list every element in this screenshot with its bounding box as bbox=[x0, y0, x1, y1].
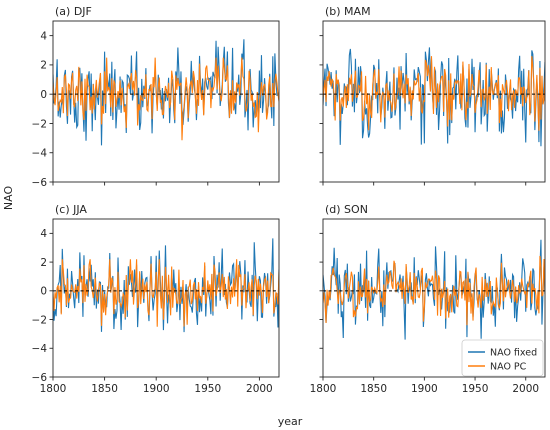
x-axis-label: year bbox=[278, 415, 303, 428]
panel-1: −6 −4 −2 0 2 4 (a) DJF bbox=[32, 5, 280, 189]
series-nao-pc bbox=[323, 56, 545, 131]
x-tick-label: 1950 bbox=[194, 383, 221, 395]
y-tick-label: −2 bbox=[32, 118, 47, 130]
y-tick-label: 4 bbox=[40, 228, 47, 240]
x-tick-label: 1950 bbox=[462, 383, 489, 395]
x-tick-label: 2000 bbox=[512, 383, 539, 395]
legend-label-nao-fixed: NAO fixed bbox=[490, 348, 537, 359]
panel-4: 1800 1850 1900 1950 2000 (d) SON bbox=[310, 203, 546, 395]
series-nao-pc bbox=[53, 259, 279, 327]
panel-frame bbox=[322, 20, 546, 183]
y-tick-label: −4 bbox=[32, 148, 48, 160]
x-tick-label: 1800 bbox=[40, 383, 67, 395]
y-tick-label: −2 bbox=[32, 314, 47, 326]
y-tick-label: −6 bbox=[32, 177, 48, 189]
x-tick-label: 1850 bbox=[360, 383, 387, 395]
x-tick-label: 1900 bbox=[411, 383, 438, 395]
series-nao-pc bbox=[53, 57, 279, 141]
y-tick-label: 4 bbox=[40, 30, 47, 42]
panel-frame bbox=[52, 218, 280, 378]
y-tick-label: 0 bbox=[40, 89, 47, 101]
x-tick-label: 1850 bbox=[91, 383, 118, 395]
plot-area bbox=[323, 47, 545, 147]
y-axis-label: NAO bbox=[2, 186, 15, 211]
y-tick-label: −6 bbox=[32, 372, 48, 384]
legend-box bbox=[461, 339, 544, 377]
panel-title: (a) DJF bbox=[55, 5, 92, 18]
panel-frame bbox=[52, 20, 280, 183]
panel-3: −6 −4 −2 0 2 4 1800 1850 1900 1950 2000 (c) JJA bbox=[32, 203, 280, 395]
series-nao-fixed bbox=[323, 239, 545, 340]
plot-area bbox=[323, 239, 545, 340]
x-tick-label: 1800 bbox=[310, 383, 337, 395]
panels: −6 −4 −2 0 2 4 (a) DJF (b) MAM −6 −4 −2 0 2 4 1800 1850… bbox=[32, 5, 546, 395]
x-tick-label: 1900 bbox=[143, 383, 170, 395]
panel-title: (c) JJA bbox=[55, 203, 87, 216]
legend-label-nao-pc: NAO PC bbox=[490, 362, 527, 373]
panel-frame bbox=[322, 218, 546, 378]
plot-area bbox=[53, 238, 279, 333]
series-nao-pc bbox=[323, 255, 545, 326]
legend: NAO fixed NAO PC bbox=[461, 339, 544, 377]
panel-title: (b) MAM bbox=[325, 5, 371, 18]
y-tick-label: 0 bbox=[40, 286, 47, 298]
panel-2: (b) MAM bbox=[319, 5, 546, 186]
plot-area bbox=[53, 39, 279, 146]
panel-title: (d) SON bbox=[325, 203, 368, 216]
y-tick-label: 2 bbox=[40, 60, 47, 72]
y-tick-label: 2 bbox=[40, 257, 47, 269]
x-tick-label: 2000 bbox=[246, 383, 273, 395]
y-tick-label: −4 bbox=[32, 343, 48, 355]
